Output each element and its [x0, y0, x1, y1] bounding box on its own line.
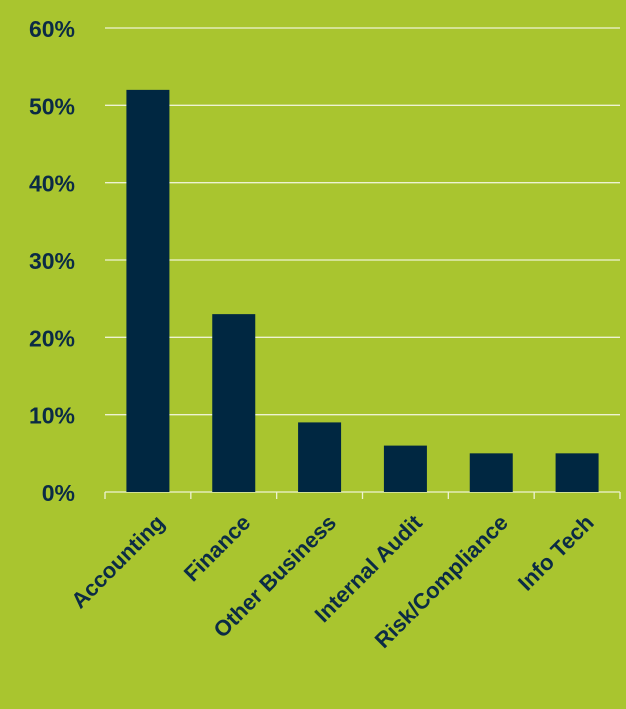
bar-finance: [212, 314, 256, 492]
grid-lines: [105, 27, 620, 416]
y-tick-label: 10%: [29, 403, 75, 429]
y-tick-labels: 0% 10% 20% 30% 40% 50% 60%: [29, 16, 75, 506]
bar-internal-audit: [383, 445, 427, 492]
bars: [126, 89, 599, 492]
y-tick-label: 30%: [29, 248, 75, 274]
x-axis: [104, 491, 621, 499]
bar-info-tech: [555, 453, 599, 492]
x-tick-label: Accounting: [66, 510, 169, 613]
y-tick-label: 40%: [29, 171, 75, 197]
y-tick-label: 50%: [29, 93, 75, 119]
bar-other-business: [298, 422, 342, 492]
y-tick-label: 60%: [29, 16, 75, 42]
y-tick-label: 0%: [42, 480, 75, 506]
bar-risk-compliance: [469, 453, 513, 492]
bar-accounting: [126, 89, 170, 492]
x-tick-label: Finance: [179, 510, 255, 586]
x-tick-label: Info Tech: [513, 510, 599, 596]
y-tick-label: 20%: [29, 325, 75, 351]
